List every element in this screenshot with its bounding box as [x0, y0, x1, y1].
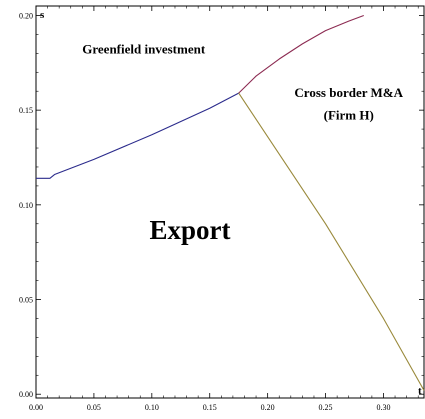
x-axis-label: t: [418, 385, 422, 397]
x-tick-label: 0.25: [319, 403, 333, 412]
y-tick-label: 0.15: [19, 106, 33, 115]
plot-frame: [35, 5, 425, 399]
region-label-firm-h: (Firm H): [324, 108, 374, 123]
region-label-greenfield: Greenfield investment: [82, 41, 206, 56]
y-tick-label: 0.00: [19, 390, 33, 399]
x-tick-label: 0.10: [145, 403, 159, 412]
y-tick-label: 0.05: [19, 296, 33, 305]
x-tick-label: 0.15: [203, 403, 217, 412]
y-tick-label: 0.20: [19, 11, 33, 20]
series-line-greenfield-ma-boundary: [238, 14, 364, 94]
x-tick-label: 0.05: [87, 403, 101, 412]
region-label-export: Export: [150, 215, 231, 245]
y-tick-label: 0.10: [19, 201, 33, 210]
series-line-ma-export-boundary: [238, 92, 425, 391]
region-label-cross-border: Cross border M&A: [294, 85, 403, 100]
x-tick-label: 0.30: [376, 403, 390, 412]
x-tick-label: 0.20: [261, 403, 275, 412]
x-tick-label: 0.00: [29, 403, 43, 412]
y-axis-label: s: [40, 9, 45, 21]
series-line-greenfield-export-boundary: [36, 92, 239, 179]
